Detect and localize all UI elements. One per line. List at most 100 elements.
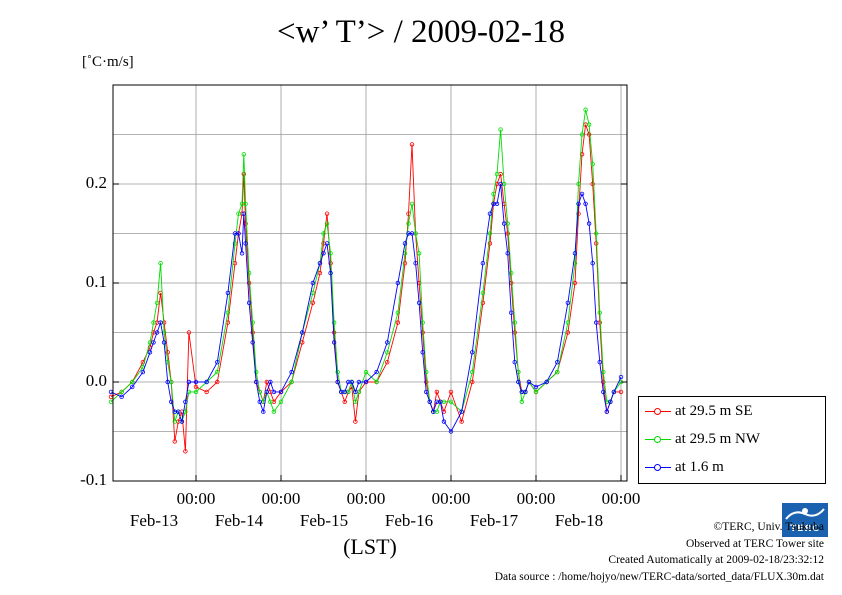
data-point	[431, 409, 436, 414]
data-point	[395, 310, 401, 315]
data-point	[239, 251, 245, 256]
y-tick-label: 0.2	[85, 173, 107, 192]
data-point	[385, 350, 390, 355]
data-point	[512, 320, 517, 325]
data-point	[590, 161, 595, 167]
data-point	[494, 171, 500, 177]
data-point	[498, 181, 503, 187]
data-point	[264, 389, 270, 395]
data-point	[487, 211, 493, 216]
data-point	[204, 379, 209, 385]
data-point	[321, 251, 326, 256]
data-point	[151, 320, 156, 325]
data-point	[385, 360, 390, 365]
data-point	[459, 409, 464, 414]
data-point	[151, 340, 156, 345]
data-point	[236, 211, 241, 216]
data-point	[250, 330, 255, 335]
data-point	[416, 251, 422, 256]
data-point	[261, 409, 266, 414]
data-point	[470, 369, 475, 375]
data-point	[427, 399, 432, 404]
data-point	[271, 389, 277, 395]
credits-block: ©TERC, Univ. Tsukuba Observed at TERC To…	[495, 519, 824, 585]
data-point	[448, 429, 454, 434]
data-point	[324, 211, 330, 216]
data-point	[586, 132, 592, 137]
data-point	[601, 389, 606, 395]
data-point	[374, 379, 379, 385]
data-point	[565, 320, 571, 325]
chart-title: <w’ T’> / 2009-02-18	[276, 14, 566, 50]
data-point	[154, 300, 160, 305]
data-point	[246, 280, 252, 286]
x-tick-time-label: 00:00	[346, 489, 386, 508]
data-point	[583, 107, 588, 112]
data-point	[215, 360, 220, 365]
data-point	[310, 300, 316, 305]
data-point	[523, 389, 528, 395]
data-point	[438, 399, 443, 404]
data-point	[590, 261, 595, 266]
data-point	[509, 270, 514, 276]
legend-item-se: at 29.5 m SE	[645, 401, 753, 421]
data-point	[594, 320, 599, 325]
data-point	[165, 379, 170, 385]
data-point	[186, 330, 192, 335]
data-point	[119, 394, 124, 400]
data-point	[324, 241, 330, 246]
data-point	[505, 251, 510, 256]
credit-created: Created Automatically at 2009-02-18/23:3…	[608, 554, 824, 566]
data-point	[154, 330, 160, 335]
data-point	[300, 330, 305, 335]
data-point	[448, 389, 454, 395]
data-point	[494, 201, 500, 206]
data-point	[576, 181, 581, 187]
data-point	[402, 241, 408, 246]
data-point	[406, 221, 411, 226]
data-point	[480, 300, 486, 305]
data-point	[183, 399, 188, 404]
data-point	[413, 261, 418, 266]
data-point	[579, 191, 585, 197]
data-point	[317, 261, 323, 266]
x-tick-date-label: Feb-17	[469, 511, 519, 530]
data-point	[130, 384, 135, 390]
data-point	[402, 261, 408, 266]
data-point	[409, 201, 415, 206]
data-point	[232, 241, 238, 246]
chart-legend: at 29.5 m SE at 29.5 m NW at 1.6 m	[638, 396, 826, 484]
data-point	[409, 231, 415, 236]
terc-logo-icon	[782, 503, 828, 537]
data-point	[140, 369, 146, 375]
data-point	[193, 389, 199, 395]
data-point	[572, 251, 578, 256]
data-point	[243, 241, 248, 246]
data-point	[161, 340, 167, 345]
credit-source: Data source : /home/hojyo/new/TERC-data/…	[494, 570, 824, 583]
data-point	[183, 449, 188, 454]
data-point	[257, 399, 262, 404]
data-point	[576, 211, 581, 216]
x-tick-date-label: Feb-15	[299, 511, 349, 530]
data-point	[172, 419, 177, 424]
data-point	[356, 379, 362, 385]
data-point	[420, 350, 425, 355]
data-point	[519, 399, 525, 404]
data-point	[342, 389, 347, 395]
data-point	[169, 399, 174, 404]
x-tick-date-label: Feb-14	[214, 511, 264, 530]
data-point	[470, 350, 475, 355]
data-point	[555, 360, 560, 365]
data-point	[241, 211, 247, 216]
data-point	[278, 389, 284, 395]
data-point	[498, 127, 503, 132]
legend-swatch-nw	[645, 432, 671, 446]
data-point	[254, 379, 259, 385]
data-point	[289, 369, 294, 375]
data-point	[608, 399, 613, 404]
data-point	[586, 221, 592, 226]
data-point	[505, 231, 510, 236]
x-tick-time-label: 00:00	[431, 489, 471, 508]
